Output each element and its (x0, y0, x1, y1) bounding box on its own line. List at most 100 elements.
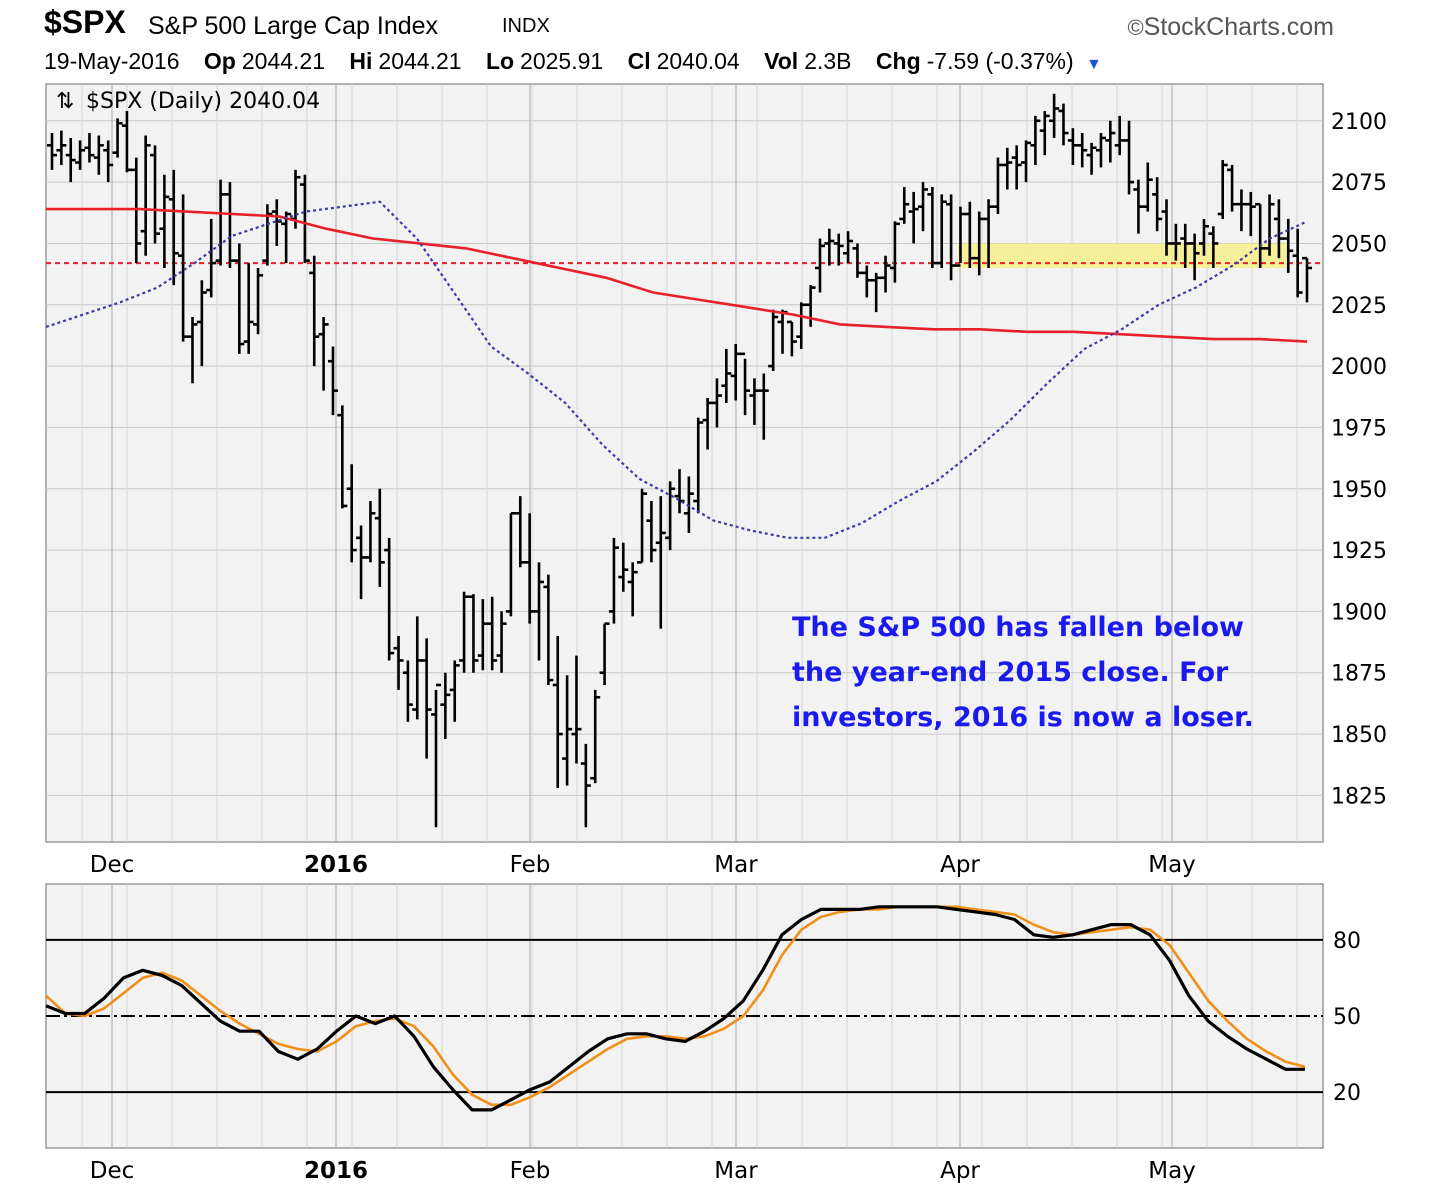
ohlc-bar (1086, 142, 1097, 175)
ohlc-bar (337, 405, 348, 509)
ohlc-bar (927, 187, 938, 268)
brand[interactable]: ©StockCharts.com (1127, 13, 1334, 42)
ohlc-bar (1302, 256, 1312, 303)
x-tick-label: Apr (940, 852, 980, 878)
chg-value: -7.59 (-0.37%) (926, 48, 1074, 74)
ohlc-bar (384, 537, 395, 661)
chart-title-icon: ⇅ (56, 89, 74, 114)
ohlc-bar (974, 211, 985, 276)
ohlc-bar (1152, 177, 1163, 232)
y-tick-label: 1900 (1331, 600, 1387, 625)
ohlc-bar (1105, 120, 1116, 163)
x-tick-label: 2016 (304, 852, 368, 878)
y-tick-label: 1850 (1331, 723, 1387, 748)
ohlc-bar (1283, 218, 1294, 273)
ohlc-bar (899, 187, 910, 224)
ohlc-bar (814, 238, 825, 293)
x-tick-label: Mar (714, 852, 758, 878)
ohlc-bar (1170, 223, 1181, 261)
ohlc-bar (206, 218, 217, 298)
ohlc-bar (1039, 110, 1050, 156)
oscillator-chart: 20 50 80 Dec 2016 Feb Mar Apr May (45, 883, 1361, 1184)
ohlc-bar (112, 118, 123, 158)
ohlc-bar (299, 174, 310, 264)
quote-low: Lo 2025.91 (486, 48, 603, 75)
ohlc-bar (440, 672, 451, 739)
vol-label: Vol (764, 48, 799, 74)
ohlc-bar (1124, 120, 1135, 195)
ohlc-bar (477, 599, 488, 671)
y-tick-label: 1825 (1331, 784, 1387, 809)
ohlc-bar (955, 206, 966, 267)
ohlc-bar (487, 596, 498, 671)
ohlc-bar (196, 280, 207, 367)
ohlc-bar (178, 194, 189, 342)
ohlc-bar (852, 243, 863, 278)
open-value: 2044.21 (241, 48, 326, 74)
quote-volume: Vol 2.3B (764, 48, 851, 75)
osc-x-tick-label: 2016 (304, 1158, 368, 1184)
ohlc-bar (159, 174, 170, 268)
ohlc-bar (711, 378, 722, 428)
ohlc-bar (627, 562, 638, 617)
ohlc-bar (262, 204, 273, 266)
ohlc-bar (889, 221, 900, 283)
ohlc-bar (103, 140, 114, 183)
ohlc-bar (402, 660, 413, 722)
vol-value: 2.3B (804, 48, 852, 74)
quote-close: Cl 2040.04 (628, 48, 740, 75)
osc-x-tick-label: Feb (510, 1158, 551, 1184)
ohlc-bar (1264, 194, 1275, 256)
quote-high: Hi 2044.21 (349, 48, 461, 75)
ohlc-bar (964, 201, 975, 268)
quote-change: Chg -7.59 (-0.37%) (876, 48, 1074, 75)
y-tick-label: 1925 (1331, 539, 1387, 564)
close-value: 2040.04 (656, 48, 740, 74)
ohlc-bar (365, 501, 376, 563)
ohlc-bar (468, 594, 479, 673)
ohlc-bar (75, 140, 86, 170)
ohlc-bar (871, 272, 882, 313)
highlight-band (958, 243, 1288, 268)
title-row: $SPX S&P 500 Large Cap Index INDX ©Stock… (44, 4, 1334, 44)
ohlc-bar (1208, 226, 1219, 268)
ohlc-bar (93, 135, 104, 175)
y-tick-label: 1875 (1331, 662, 1387, 687)
ohlc-bar (412, 616, 423, 720)
ohlc-bar (505, 511, 516, 617)
ma-short-line (45, 200, 1308, 539)
brand-mark: © (1127, 15, 1144, 40)
ohlc-bars (47, 93, 1312, 828)
ohlc-bar (1189, 233, 1200, 281)
ohlc-bar (318, 317, 329, 391)
ohlc-bar (1077, 133, 1088, 168)
ohlc-bar (580, 743, 591, 828)
ohlc-bar (224, 182, 235, 268)
y-tick-label: 2075 (1331, 171, 1387, 196)
ohlc-bar (1180, 223, 1191, 268)
ohlc-bar (880, 255, 891, 293)
annotation-line: The S&P 500 has fallen below (792, 612, 1244, 643)
y-tick-label: 1975 (1331, 416, 1387, 441)
ma-long-line (46, 207, 1308, 343)
osc-y-tick-label: 20 (1333, 1081, 1361, 1106)
ohlc-bar (946, 194, 957, 281)
ohlc-bar (281, 211, 292, 264)
ohlc-bar (1021, 140, 1032, 183)
ohlc-bar (327, 346, 338, 416)
high-value: 2044.21 (378, 48, 462, 74)
ohlc-bar (796, 302, 807, 349)
annotation-line: the year-end 2015 close. For (792, 657, 1229, 688)
osc-x-tick-label: May (1148, 1158, 1196, 1184)
ohlc-bar (861, 265, 872, 298)
ohlc-bar (936, 194, 947, 268)
ohlc-bar (374, 488, 385, 587)
ohlc-bar (243, 263, 254, 354)
ohlc-bar (918, 182, 929, 232)
dropdown-triangle-icon[interactable]: ▼ (1086, 56, 1102, 73)
ohlc-bar (187, 317, 198, 384)
ohlc-bar (1067, 128, 1078, 165)
ohlc-bar (1114, 115, 1125, 156)
ohlc-bar (524, 513, 535, 624)
quote-row: 19-May-2016 Op 2044.21 Hi 2044.21 Lo 2025.9… (44, 48, 1334, 78)
